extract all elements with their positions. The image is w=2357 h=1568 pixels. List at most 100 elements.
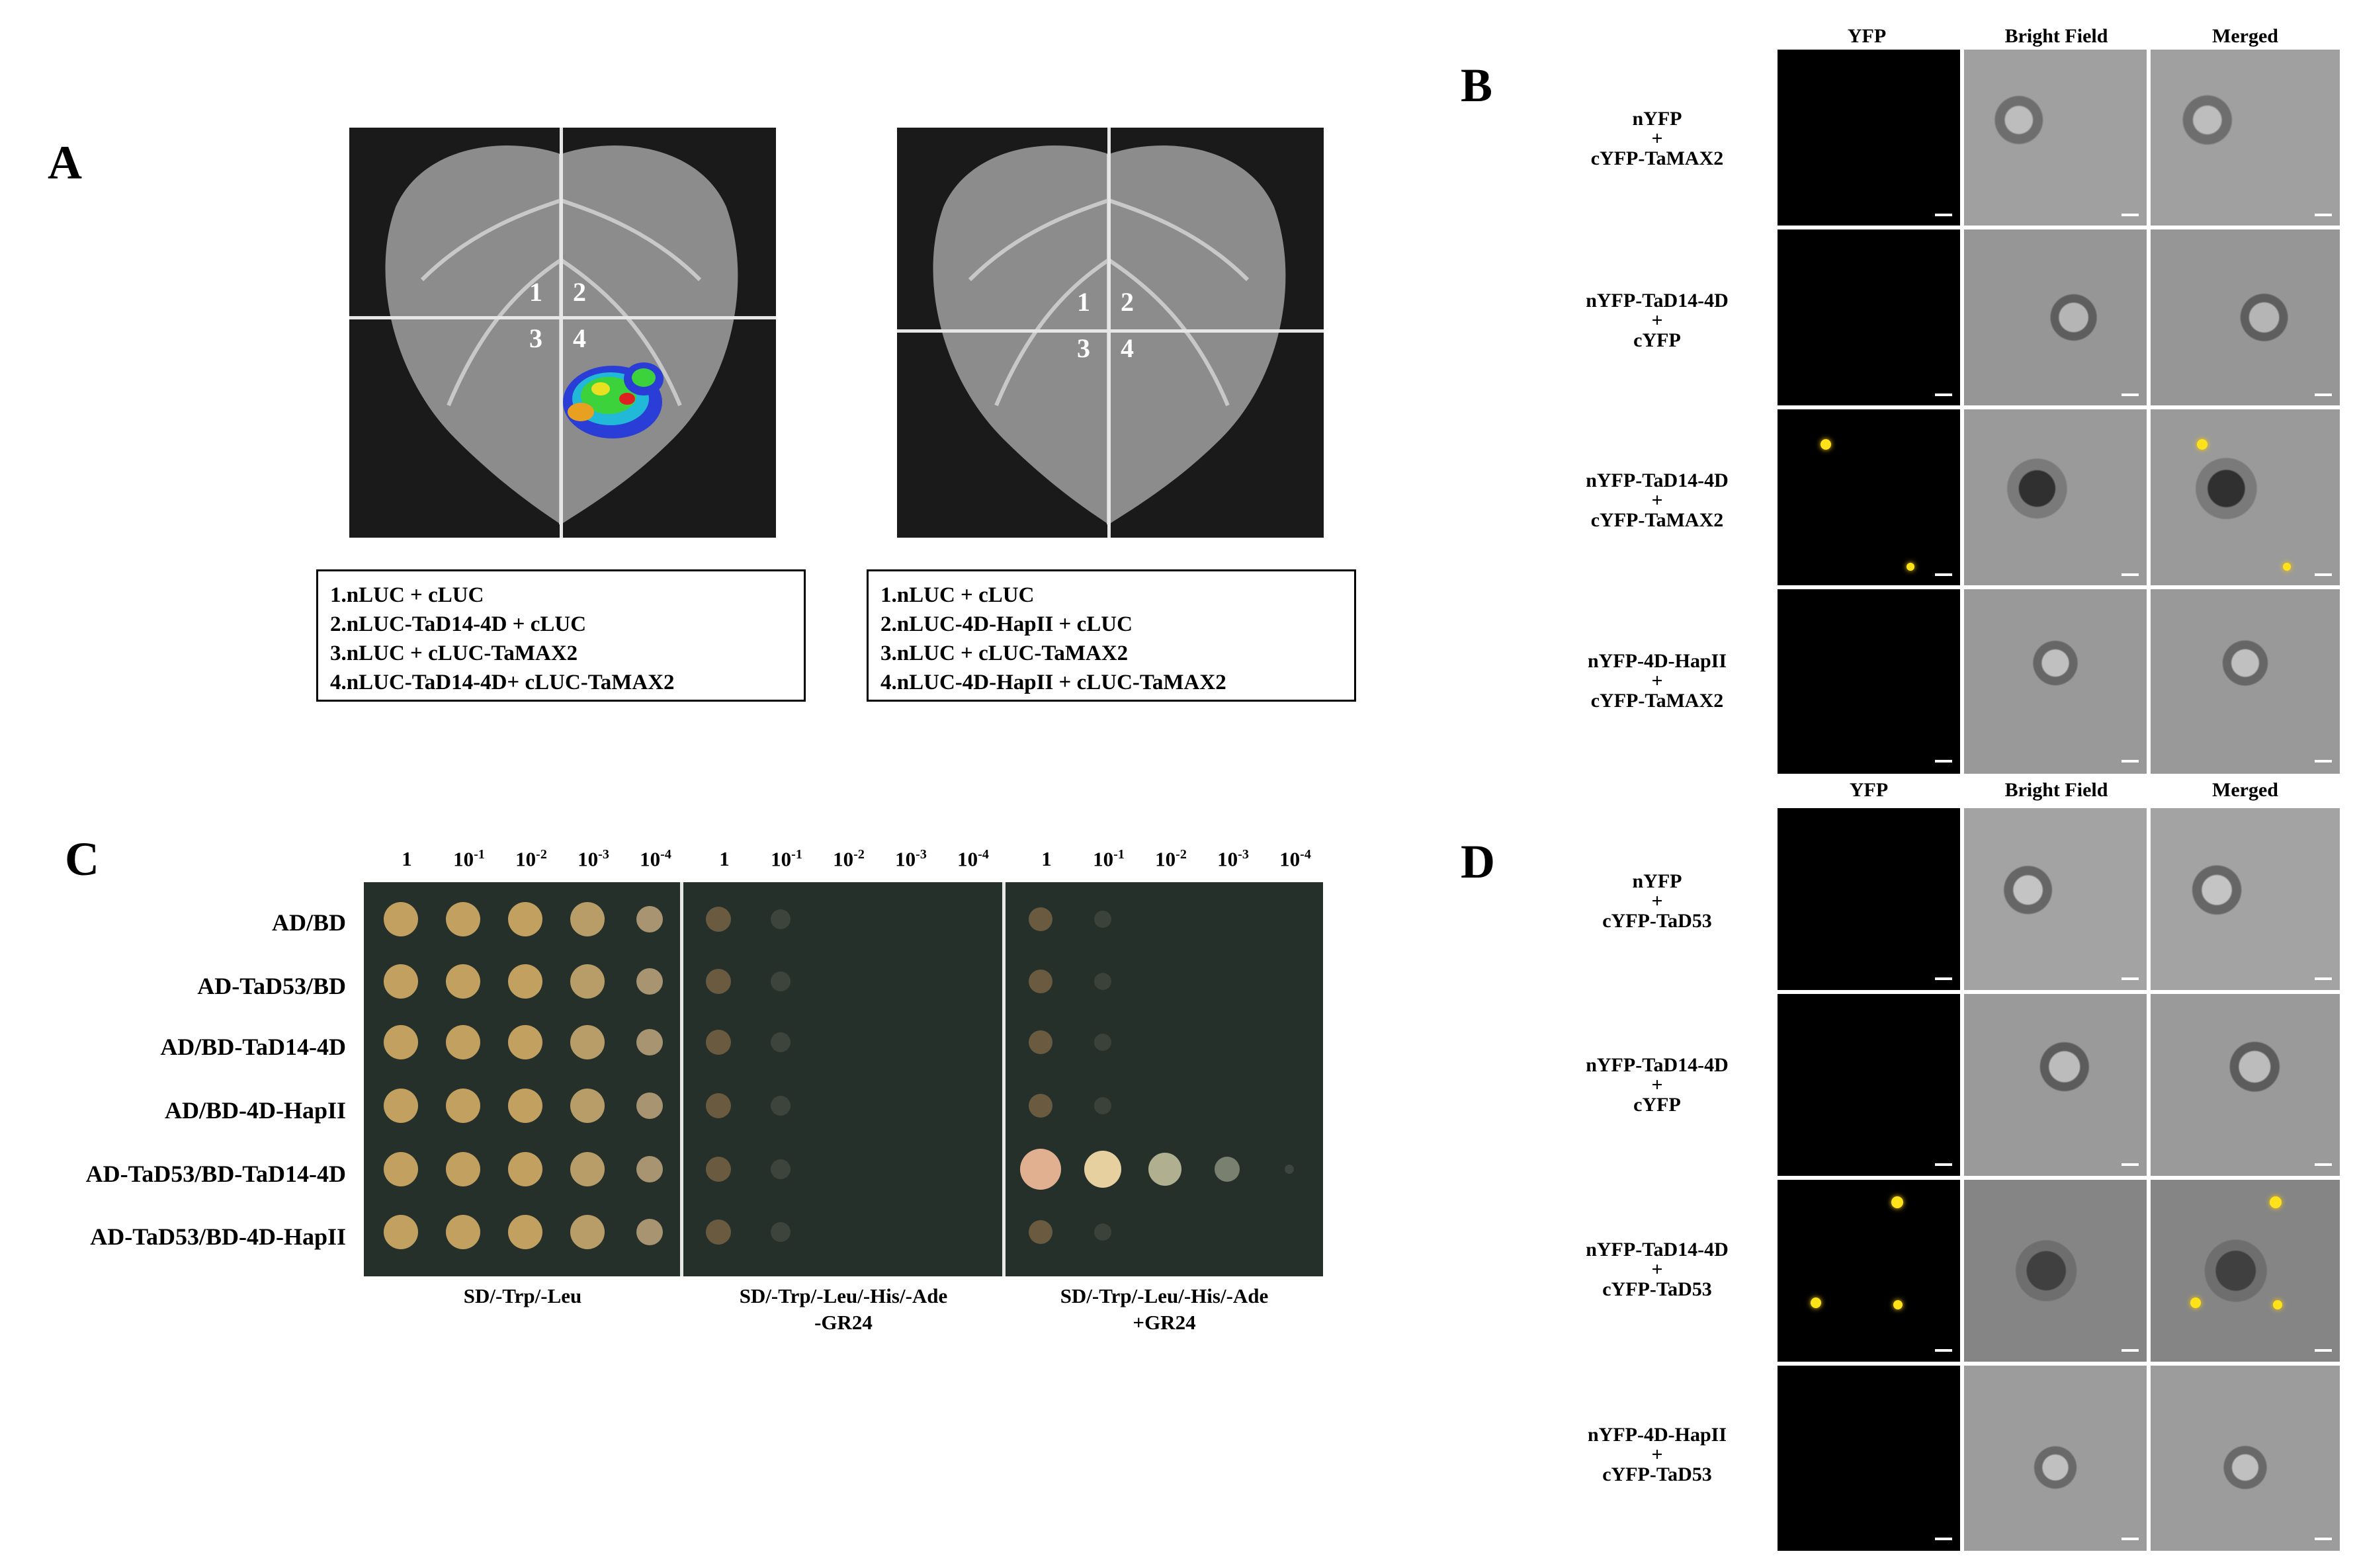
yeast-spot — [446, 1089, 480, 1123]
yeast-spot — [771, 1032, 791, 1052]
d-r2-bright-field — [1964, 994, 2147, 1176]
yeast-spot — [1094, 1223, 1111, 1241]
plate-divider — [680, 882, 683, 1276]
c-row-label: AD/BD-4D-HapII — [164, 1097, 346, 1124]
yeast-spot — [771, 1222, 791, 1242]
legend-right-item: 1.nLUC + cLUC — [880, 583, 1035, 607]
b-row-label-2: nYFP-TaD14-4D + cYFP — [1586, 290, 1729, 351]
merged-signal-dot — [2283, 563, 2291, 571]
b-r2-merged — [2151, 229, 2340, 405]
yeast-spot — [1215, 1157, 1240, 1182]
yeast-spot — [508, 902, 542, 936]
b-r3-merged — [2151, 409, 2340, 585]
c-row-label: AD-TaD53/BD-TaD14-4D — [85, 1161, 346, 1187]
d-r4-yfp — [1778, 1366, 1960, 1551]
d-r3-yfp — [1778, 1180, 1960, 1362]
quadrant-3-label-right: 3 — [1077, 333, 1090, 363]
yfp-signal-dot — [1893, 1300, 1903, 1309]
b-row-label-4: nYFP-4D-HapII + cYFP-TaMAX2 — [1587, 650, 1727, 712]
dilution-label: 10-4 — [957, 847, 989, 871]
yeast-spot — [706, 1093, 731, 1118]
merged-signal-dot — [2197, 439, 2207, 450]
dilution-label: 10-4 — [1279, 847, 1311, 871]
yeast-spot — [570, 1215, 605, 1249]
legend-left-item: 2.nLUC-TaD14-4D + cLUC — [330, 612, 587, 636]
leaf-image-left: 1 2 3 4 — [349, 128, 776, 538]
yeast-spot — [1285, 1165, 1294, 1174]
yeast-spot — [1020, 1149, 1061, 1190]
d-r1-bright-field — [1964, 808, 2147, 990]
d-col-merged: Merged — [2212, 779, 2278, 801]
yeast-spot — [508, 1025, 542, 1059]
yeast-spot — [570, 1025, 605, 1059]
b-col-bright-field: Bright Field — [2004, 25, 2108, 47]
yeast-spot — [446, 1025, 480, 1059]
b-row-label-3: nYFP-TaD14-4D + cYFP-TaMAX2 — [1586, 470, 1729, 531]
panel-a-label: A — [48, 136, 82, 189]
dilution-label: 1 — [1041, 847, 1052, 870]
yeast-spot — [570, 964, 605, 999]
yeast-spot — [446, 1215, 480, 1249]
dilution-label: 10-2 — [833, 847, 865, 871]
panel-b-grid — [1778, 50, 2340, 774]
yeast-spot — [384, 1152, 418, 1186]
dilution-label: 10-3 — [1217, 847, 1249, 871]
dilution-label: 10-1 — [453, 847, 485, 871]
d-row-label-4: nYFP-4D-HapII + cYFP-TaD53 — [1587, 1424, 1727, 1485]
b-r4-merged — [2151, 589, 2340, 774]
merged-signal-dot — [2270, 1196, 2282, 1208]
d-col-bright-field: Bright Field — [2004, 779, 2108, 801]
yfp-signal-dot — [1811, 1298, 1821, 1308]
yeast-spot — [446, 964, 480, 999]
d-row-label-1: nYFP + cYFP-TaD53 — [1602, 870, 1712, 932]
yeast-spot — [508, 1089, 542, 1123]
leaf-image-right: 1 2 3 4 — [897, 128, 1324, 538]
yeast-spot — [1094, 1034, 1111, 1051]
d-r2-merged — [2151, 994, 2340, 1176]
quadrant-2-label: 2 — [573, 277, 586, 307]
b-r2-bright-field — [1964, 229, 2147, 405]
panel-d-label: D — [1461, 835, 1495, 888]
quadrant-2-label-right: 2 — [1121, 287, 1134, 317]
yeast-spot — [1094, 973, 1111, 990]
c-row-label: AD-TaD53/BD — [197, 973, 346, 999]
yeast-spot — [636, 1156, 663, 1182]
plate-caption-2: SD/-Trp/-Leu/-His/-Ade -GR24 — [739, 1284, 948, 1334]
legend-left-item: 3.nLUC + cLUC-TaMAX2 — [330, 641, 578, 665]
yeast-spot — [570, 1089, 605, 1123]
yeast-spot — [1094, 1097, 1111, 1114]
b-r1-merged — [2151, 50, 2340, 226]
yeast-spot — [636, 906, 663, 932]
b-col-yfp: YFP — [1847, 25, 1887, 47]
b-r4-bright-field — [1964, 589, 2147, 774]
dilution-label: 10-4 — [640, 847, 671, 871]
yeast-spot — [1148, 1153, 1181, 1186]
yeast-spot — [384, 1025, 418, 1059]
yeast-spot — [446, 902, 480, 936]
plate-divider — [1002, 882, 1006, 1276]
plate-caption-3: SD/-Trp/-Leu/-His/-Ade +GR24 — [1060, 1284, 1269, 1334]
yeast-spot — [508, 964, 542, 999]
dilution-label: 10-3 — [895, 847, 927, 871]
yeast-spot — [636, 1093, 663, 1119]
panel-c-label: C — [65, 833, 99, 886]
panel-b-label: B — [1461, 59, 1493, 112]
d-col-yfp: YFP — [1849, 779, 1889, 801]
dilution-label: 10-2 — [1155, 847, 1187, 871]
c-row-label: AD/BD — [271, 909, 346, 936]
yfp-signal-dot — [1821, 439, 1831, 450]
b-r4-yfp — [1778, 589, 1960, 774]
yeast-spot — [771, 971, 791, 991]
quadrant-3-label: 3 — [529, 323, 542, 353]
dilution-label: 1 — [719, 847, 730, 870]
yeast-spot — [384, 964, 418, 999]
yfp-signal-dot — [1891, 1196, 1903, 1208]
yeast-spot — [1029, 907, 1052, 931]
yeast-spot — [508, 1215, 542, 1249]
c-row-label: AD-TaD53/BD-4D-HapII — [90, 1223, 346, 1250]
b-r1-yfp — [1778, 50, 1960, 226]
merged-signal-dot — [2273, 1300, 2282, 1309]
quadrant-1-label: 1 — [529, 277, 542, 307]
yeast-spot — [384, 1215, 418, 1249]
yeast-spot — [1094, 911, 1111, 928]
